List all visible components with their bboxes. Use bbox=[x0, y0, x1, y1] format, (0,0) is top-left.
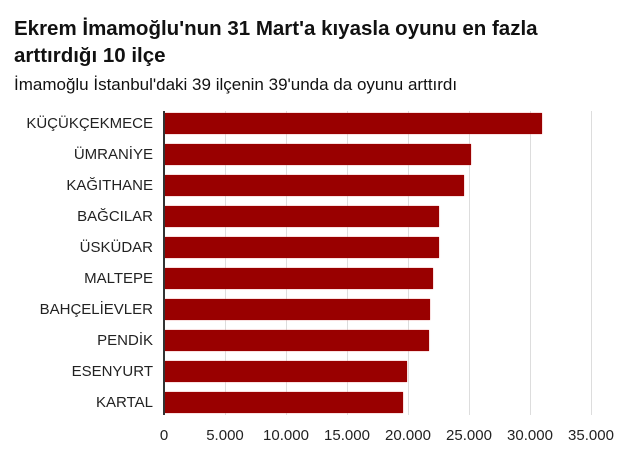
x-tick-label: 15.000 bbox=[324, 427, 370, 444]
x-tick-label: 30.000 bbox=[507, 427, 553, 444]
x-tick-label: 5.000 bbox=[206, 427, 244, 444]
gridline bbox=[286, 111, 287, 415]
chart-subtitle: İmamoğlu İstanbul'daki 39 ilçenin 39'und… bbox=[14, 75, 458, 94]
x-tick-label: 25.000 bbox=[446, 427, 492, 444]
gridline bbox=[225, 111, 226, 415]
bar bbox=[165, 299, 430, 320]
bar bbox=[165, 392, 403, 413]
bar bbox=[165, 237, 439, 258]
bar bbox=[165, 175, 464, 196]
gridline bbox=[347, 111, 348, 415]
x-tick-label: 10.000 bbox=[263, 427, 309, 444]
category-label: PENDİK bbox=[97, 332, 153, 349]
bar bbox=[165, 361, 407, 382]
bar bbox=[165, 330, 429, 351]
chart-title: Ekrem İmamoğlu'nun 31 Mart'a kıyasla oyu… bbox=[14, 17, 538, 67]
category-label: BAĞCILAR bbox=[77, 208, 153, 225]
bar bbox=[165, 113, 542, 134]
category-label: BAHÇELİEVLER bbox=[39, 301, 153, 318]
gridline bbox=[408, 111, 409, 415]
category-label: KARTAL bbox=[96, 394, 153, 411]
x-tick-label: 0 bbox=[159, 427, 169, 444]
category-label: MALTEPE bbox=[84, 270, 153, 287]
bar bbox=[165, 144, 471, 165]
category-label: KÜÇÜKÇEKMECE bbox=[26, 115, 153, 132]
gridline bbox=[530, 111, 531, 415]
bar bbox=[165, 268, 433, 289]
gridline bbox=[469, 111, 470, 415]
bar bbox=[165, 206, 439, 227]
x-tick-label: 35.000 bbox=[568, 427, 614, 444]
y-axis-line bbox=[163, 111, 165, 415]
category-label: ÜSKÜDAR bbox=[79, 239, 153, 256]
category-label: ÜMRANİYE bbox=[73, 146, 153, 163]
category-label: ESENYURT bbox=[71, 363, 153, 380]
x-tick-label: 20.000 bbox=[385, 427, 431, 444]
gridline bbox=[591, 111, 592, 415]
category-label: KAĞITHANE bbox=[66, 177, 153, 194]
